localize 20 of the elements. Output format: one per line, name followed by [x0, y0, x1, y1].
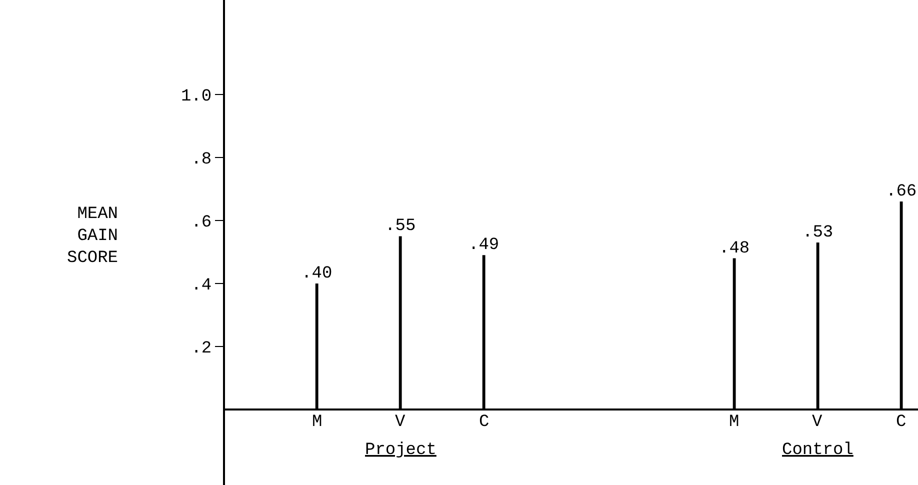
data-label: .55	[385, 217, 416, 236]
x-tick-label: C	[896, 413, 906, 432]
data-label: .53	[802, 224, 834, 242]
y-axis-title: MEAN GAIN SCORE	[67, 205, 118, 268]
y-tick-label: .4	[191, 276, 212, 296]
y-tick-label: .2	[191, 339, 212, 358]
x-tick-label: M	[312, 413, 322, 432]
data-label: .40	[302, 264, 332, 284]
x-tick-label: C	[479, 413, 490, 432]
x-tick-label: V	[812, 413, 823, 432]
x-tick-label: M	[729, 413, 740, 432]
annotation: Project	[365, 441, 436, 460]
x-tick-label: V	[395, 413, 406, 432]
annotation: Control	[782, 441, 854, 460]
y-tick-label: .6	[191, 213, 212, 232]
y-tick-label: .8	[191, 150, 212, 170]
data-label: .49	[468, 236, 500, 256]
y-tick-label: 1.0	[180, 87, 212, 106]
data-label: .66	[886, 182, 917, 202]
data-label: .48	[719, 239, 750, 258]
